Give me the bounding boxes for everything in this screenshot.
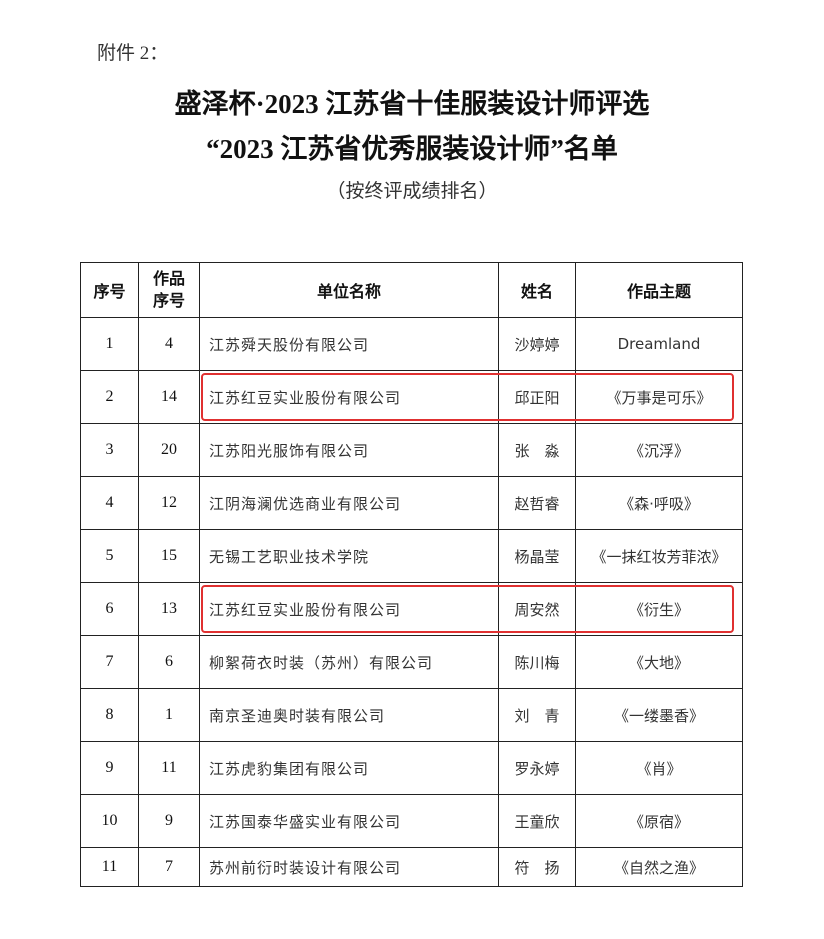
unit-cell: 无锡工艺职业技术学院 (199, 529, 499, 583)
work-no-cell: 6 (138, 635, 200, 689)
unit-cell: 江苏阳光服饰有限公司 (199, 423, 499, 477)
rank-cell: 8 (80, 688, 139, 742)
theme-cell: 《一缕墨香》 (575, 688, 743, 742)
name-cell: 赵哲睿 (498, 476, 576, 530)
table-row: 11 7 苏州前衍时装设计有限公司符 扬《自然之渔》 (80, 847, 743, 887)
work-no-cell: 12 (138, 476, 200, 530)
subtitle: （按终评成绩排名） (326, 181, 498, 202)
theme-cell: 《大地》 (575, 635, 743, 689)
rank-cell: 4 (80, 476, 139, 530)
unit-cell: 江苏舜天股份有限公司 (199, 317, 499, 371)
name-cell: 沙婷婷 (498, 317, 576, 371)
name-cell: 周安然 (498, 582, 576, 636)
rank-cell: 3 (80, 423, 139, 477)
header-name: 姓名 (498, 262, 576, 318)
name-cell: 陈川梅 (498, 635, 576, 689)
rank-cell: 1 (80, 317, 139, 371)
designer-table: 序号 作品序号 单位名称 姓名 作品主题 1 4 江苏舜天股份有限公司 沙婷婷 Drea… (80, 262, 743, 887)
table-row: 9 11 江苏虎豹集团有限公司 罗永婷 《肖》 (80, 741, 743, 795)
table-row: 8 1 南京圣迪奥时装有限公司刘 青《一缕墨香》 (80, 688, 743, 742)
table-row: 6 13 江苏红豆实业股份有限公司 周安然 《衍生》 (80, 582, 743, 636)
table-row: 3 20 江苏阳光服饰有限公司张 淼《沉浮》 (80, 423, 743, 477)
theme-cell: 《自然之渔》 (575, 847, 743, 887)
unit-cell: 苏州前衍时装设计有限公司 (199, 847, 499, 887)
header-work-no: 作品序号 (138, 262, 200, 318)
theme-cell: 《一抹红妆芳菲浓》 (575, 529, 743, 583)
theme-cell: 《沉浮》 (575, 423, 743, 477)
unit-cell: 江苏虎豹集团有限公司 (199, 741, 499, 795)
work-no-cell: 4 (138, 317, 200, 371)
rank-cell: 11 (80, 847, 139, 887)
rank-cell: 7 (80, 635, 139, 689)
name-cell: 邱正阳 (498, 370, 576, 424)
rank-cell: 2 (80, 370, 139, 424)
name-cell: 张 淼 (498, 423, 576, 477)
table-row: 7 6 柳絮荷衣时装（苏州）有限公司 陈川梅 《大地》 (80, 635, 743, 689)
title-line1: 盛泽杯·2023 江苏省十佳服装设计师评选 (174, 89, 650, 119)
header-rank: 序号 (80, 262, 139, 318)
work-no-cell: 1 (138, 688, 200, 742)
unit-cell: 南京圣迪奥时装有限公司 (199, 688, 499, 742)
header-work-no-text: 作品序号 (152, 269, 185, 310)
unit-cell: 江苏国泰华盛实业有限公司 (199, 794, 499, 848)
header-unit: 单位名称 (199, 262, 499, 318)
theme-cell: 《肖》 (575, 741, 743, 795)
unit-cell: 江苏红豆实业股份有限公司 (199, 370, 499, 424)
table-row: 5 15 无锡工艺职业技术学院 杨晶莹 《一抹红妆芳菲浓》 (80, 529, 743, 583)
work-no-cell: 20 (138, 423, 200, 477)
header-theme: 作品主题 (575, 262, 743, 318)
rank-cell: 6 (80, 582, 139, 636)
name-cell: 杨晶莹 (498, 529, 576, 583)
unit-cell: 江阴海澜优选商业有限公司 (199, 476, 499, 530)
theme-cell: Dreamland (575, 317, 743, 371)
rank-cell: 5 (80, 529, 139, 583)
attachment-label: 附件 2： (97, 43, 169, 64)
work-no-cell: 9 (138, 794, 200, 848)
work-no-cell: 14 (138, 370, 200, 424)
name-cell: 王童欣 (498, 794, 576, 848)
title-line2: “2023 江苏省优秀服装设计师”名单 (206, 134, 618, 164)
name-cell: 刘 青 (498, 688, 576, 742)
theme-cell: 《森·呼吸》 (575, 476, 743, 530)
work-no-cell: 11 (138, 741, 200, 795)
table-row: 1 4 江苏舜天股份有限公司 沙婷婷 Dreamland (80, 317, 743, 371)
theme-cell: 《衍生》 (575, 582, 743, 636)
unit-cell: 柳絮荷衣时装（苏州）有限公司 (199, 635, 499, 689)
theme-cell: 《原宿》 (575, 794, 743, 848)
rank-cell: 9 (80, 741, 139, 795)
name-cell: 罗永婷 (498, 741, 576, 795)
table-row: 10 9 江苏国泰华盛实业有限公司 王童欣 《原宿》 (80, 794, 743, 848)
table-row: 2 14 江苏红豆实业股份有限公司 邱正阳 《万事是可乐》 (80, 370, 743, 424)
theme-cell: 《万事是可乐》 (575, 370, 743, 424)
table-row: 4 12 江阴海澜优选商业有限公司 赵哲睿 《森·呼吸》 (80, 476, 743, 530)
unit-cell: 江苏红豆实业股份有限公司 (199, 582, 499, 636)
rank-cell: 10 (80, 794, 139, 848)
table-header-row: 序号 作品序号 单位名称 姓名 作品主题 (80, 262, 743, 318)
work-no-cell: 13 (138, 582, 200, 636)
work-no-cell: 7 (138, 847, 200, 887)
name-cell: 符 扬 (498, 847, 576, 887)
work-no-cell: 15 (138, 529, 200, 583)
